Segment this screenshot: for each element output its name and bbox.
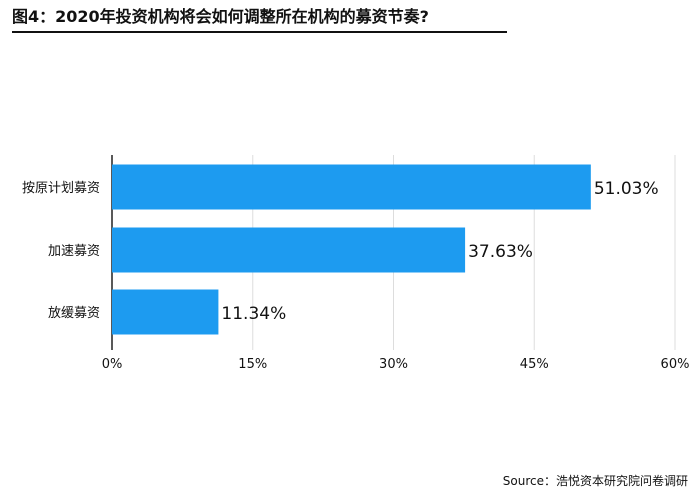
bar-1 bbox=[112, 164, 591, 210]
x-tick-label-45: 45% bbox=[520, 357, 549, 372]
x-tick-label-0: 0% bbox=[102, 357, 123, 372]
bar-3 bbox=[112, 289, 219, 335]
title-underline bbox=[12, 31, 507, 33]
source-note: Source：浩悦资本研究院问卷调研 bbox=[502, 474, 688, 488]
category-label-2: 加速募资 bbox=[48, 244, 100, 259]
chart-title: 图4：2020年投资机构将会如何调整所在机构的募资节奏? bbox=[12, 7, 429, 26]
x-tick-label-60: 60% bbox=[661, 357, 690, 372]
value-label-1: 51.03% bbox=[594, 179, 659, 199]
category-label-3: 放缓募资 bbox=[48, 306, 100, 321]
bar-2 bbox=[112, 227, 466, 273]
value-label-2: 37.63% bbox=[468, 242, 533, 262]
category-label-1: 按原计划募资 bbox=[22, 181, 100, 196]
value-label-3: 11.34% bbox=[221, 304, 286, 324]
x-tick-label-15: 15% bbox=[238, 357, 267, 372]
x-tick-label-30: 30% bbox=[379, 357, 408, 372]
